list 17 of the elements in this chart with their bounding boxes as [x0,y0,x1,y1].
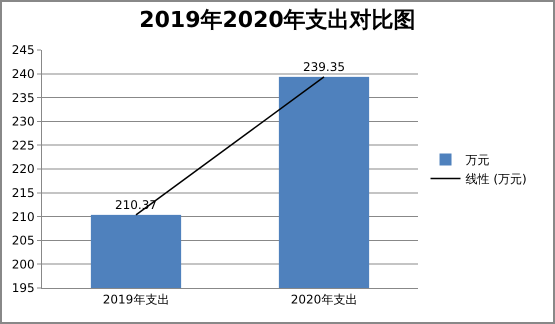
y-tick-label: 225 [12,138,35,152]
y-tick-label: 210 [12,210,35,224]
x-tick-label: 2020年支出 [290,292,358,306]
y-tick-label: 240 [12,67,35,81]
y-tick-label: 195 [12,281,35,296]
y-tick-label: 245 [12,43,35,58]
y-tick-label: 215 [12,186,35,200]
y-tick-label: 220 [12,162,35,176]
y-tick-label: 205 [12,234,35,248]
y-tick-label: 230 [12,114,35,129]
data-label: 239.35 [303,60,345,74]
y-tick-label: 200 [12,257,35,272]
legend-label: 线性 (万元) [466,172,527,186]
x-tick-label: 2019年支出 [102,292,170,306]
y-tick-label: 235 [12,90,35,105]
chart-title: 2019年2020年支出对比图 [139,8,416,33]
legend-label: 万元 [466,153,490,168]
